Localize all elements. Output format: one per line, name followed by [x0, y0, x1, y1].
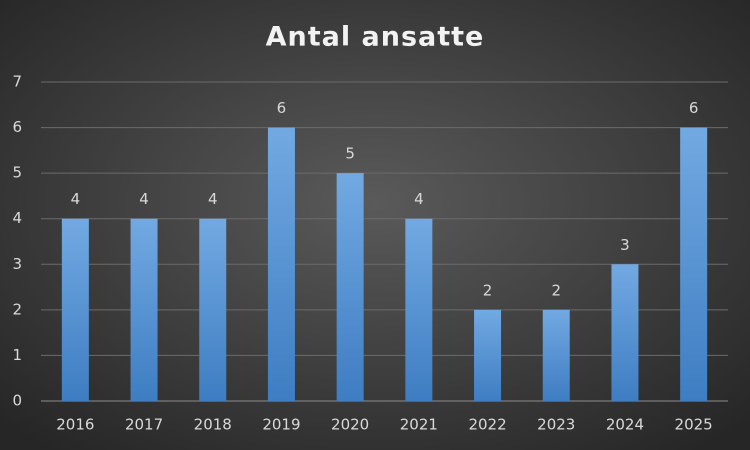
data-label: 4 [71, 190, 81, 208]
data-label: 5 [345, 145, 355, 163]
x-tick-label: 2023 [537, 416, 575, 434]
y-tick-label: 3 [12, 255, 22, 273]
x-tick-label: 2021 [400, 416, 438, 434]
y-tick-label: 6 [12, 118, 22, 136]
x-tick-label: 2016 [56, 416, 94, 434]
y-tick-label: 2 [12, 300, 22, 318]
y-tick-label: 7 [12, 73, 22, 91]
bar [405, 218, 433, 401]
x-tick-label: 2024 [606, 416, 644, 434]
chart-title: Antal ansatte [266, 22, 485, 53]
bar [336, 173, 364, 401]
bar [199, 218, 227, 401]
data-label: 4 [139, 190, 149, 208]
bar [680, 127, 708, 402]
x-tick-label: 2025 [675, 416, 713, 434]
data-label: 6 [277, 99, 287, 117]
x-tick-label: 2020 [331, 416, 369, 434]
x-tick-label: 2022 [468, 416, 506, 434]
x-tick-label: 2018 [194, 416, 232, 434]
y-tick-label: 5 [12, 164, 22, 182]
y-tick-label: 0 [12, 392, 22, 410]
data-label: 2 [483, 281, 493, 299]
bar [474, 309, 502, 401]
bar [61, 218, 89, 401]
data-label: 2 [551, 281, 561, 299]
bar [267, 127, 295, 402]
x-tick-label: 2019 [262, 416, 300, 434]
data-label: 4 [414, 190, 424, 208]
data-label: 6 [689, 99, 699, 117]
y-tick-label: 4 [12, 209, 22, 227]
y-tick-label: 1 [12, 346, 22, 364]
bar [542, 309, 570, 401]
data-label: 3 [620, 236, 630, 254]
data-label: 4 [208, 190, 218, 208]
bar [611, 264, 639, 401]
bar [130, 218, 158, 401]
x-tick-label: 2017 [125, 416, 163, 434]
